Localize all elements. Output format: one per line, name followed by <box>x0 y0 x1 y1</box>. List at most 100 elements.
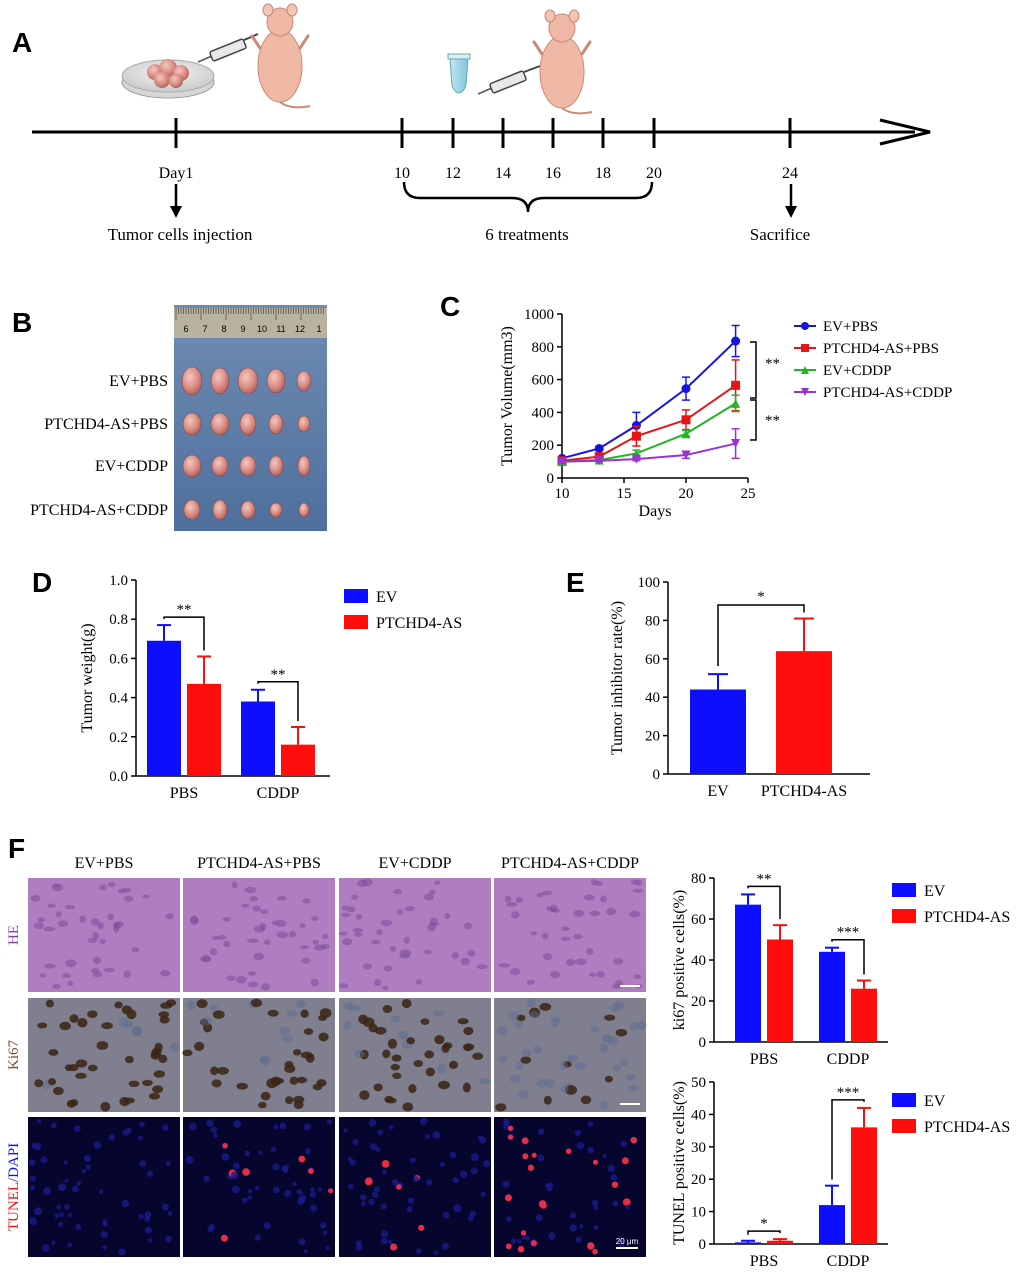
cell-nucleus <box>504 895 512 903</box>
cell-nucleus <box>118 1017 128 1027</box>
legend-label: PTCHD4-AS <box>924 1119 1010 1136</box>
bar <box>819 1205 845 1244</box>
bar <box>851 988 877 1042</box>
timeline-tick-label: 24 <box>782 165 798 182</box>
cell-nucleus <box>121 1199 130 1208</box>
tumor-specimen <box>181 366 203 396</box>
tumor-weight-chart: 0.0 0.2 0.4 0.6 0.8 1.0 Tumor weight(g) PBS ** CD… <box>79 573 462 802</box>
legend-label: EV <box>924 1093 946 1110</box>
y-axis-label: Tumor Volume(mm3) <box>499 326 516 466</box>
cell-nucleus <box>406 1037 415 1045</box>
cell-nucleus <box>569 1212 577 1219</box>
cell-nucleus <box>606 907 617 916</box>
tumor-specimen <box>296 370 312 392</box>
cell-nucleus <box>309 1191 316 1198</box>
bar <box>851 1127 877 1244</box>
cell-nucleus <box>169 1042 180 1052</box>
x-tick-label: 10 <box>555 486 570 502</box>
cell-nucleus <box>200 1016 212 1026</box>
cell-nucleus <box>132 1026 143 1037</box>
cell-nucleus <box>520 1056 532 1064</box>
cell-nucleus <box>30 894 41 902</box>
apoptotic-cell <box>540 1202 547 1209</box>
tumor-specimen <box>210 412 230 436</box>
significance-bracket <box>257 681 299 721</box>
cell-nucleus <box>75 1224 82 1231</box>
cell-nucleus <box>73 1125 81 1133</box>
cell-nucleus <box>613 1000 624 1010</box>
cell-nucleus <box>43 926 56 932</box>
tumor-specimen <box>297 415 311 433</box>
cell-nucleus <box>510 911 520 919</box>
cell-nucleus <box>567 1054 578 1063</box>
cell-nucleus <box>142 1079 153 1087</box>
cell-nucleus <box>381 1237 388 1245</box>
cell-nucleus <box>468 1215 474 1222</box>
cell-nucleus <box>498 1055 508 1063</box>
scale-bar-label: 20 μm <box>616 1237 639 1246</box>
cell-nucleus <box>526 998 536 1008</box>
cell-nucleus <box>392 1179 399 1186</box>
cell-nucleus <box>397 909 404 915</box>
tumor-specimen <box>298 502 310 518</box>
cell-nucleus <box>362 963 373 970</box>
cell-nucleus <box>92 971 103 978</box>
cell-nucleus <box>259 1056 270 1064</box>
bar <box>690 689 746 774</box>
cell-nucleus <box>340 912 351 917</box>
cell-nucleus <box>272 1163 280 1171</box>
significance-marker: ** <box>271 667 286 683</box>
cell-nucleus <box>525 1235 530 1241</box>
cell-nucleus <box>40 1156 48 1164</box>
bar <box>767 1240 793 1244</box>
syringe-icon <box>477 65 541 95</box>
cell-nucleus <box>375 1146 381 1153</box>
cell-nucleus <box>593 1205 598 1211</box>
timeline-tick-label: 18 <box>595 165 611 182</box>
cell-nucleus <box>276 895 287 901</box>
panel-label-d: D <box>32 567 52 598</box>
ruler-number: 1 <box>316 324 321 334</box>
significance-bracket <box>747 1230 781 1235</box>
significance-bracket <box>163 616 205 651</box>
cell-nucleus <box>343 1128 348 1133</box>
apoptotic-cell <box>507 1125 514 1131</box>
apoptotic-cell <box>508 1134 514 1140</box>
significance-marker: ** <box>765 356 780 372</box>
cell-nucleus <box>194 1041 205 1051</box>
cell-nucleus <box>45 999 54 1008</box>
cell-nucleus <box>516 1238 522 1244</box>
y-tick-label: 0.8 <box>109 612 128 628</box>
cell-nucleus <box>310 1204 318 1212</box>
cell-nucleus <box>318 1032 329 1042</box>
cell-nucleus <box>368 1198 375 1206</box>
apoptotic-cell <box>622 1198 631 1207</box>
cell-nucleus <box>391 1054 402 1062</box>
cell-nucleus <box>541 890 553 896</box>
cell-nucleus <box>148 1092 160 1100</box>
cell-nucleus <box>118 1248 126 1256</box>
apoptotic-cell <box>505 1243 512 1250</box>
cell-nucleus <box>83 1154 92 1163</box>
cell-nucleus <box>590 1026 600 1033</box>
cell-nucleus <box>408 1084 417 1094</box>
cell-nucleus <box>160 969 171 977</box>
cell-nucleus <box>529 1011 540 1019</box>
cell-nucleus <box>326 1119 332 1125</box>
cell-nucleus <box>311 916 319 922</box>
cell-nucleus <box>301 957 311 964</box>
cell-nucleus <box>428 921 440 927</box>
cell-nucleus <box>533 1045 543 1054</box>
x-tick-label: PBS <box>170 785 198 802</box>
cell-nucleus <box>244 1150 251 1157</box>
cell-nucleus <box>299 923 306 929</box>
x-tick-label: CDDP <box>257 785 300 802</box>
y-axis-label: Tumor inhibitor rate(%) <box>609 601 626 755</box>
cell-nucleus <box>57 920 69 928</box>
apoptotic-cell <box>592 1248 598 1255</box>
cell-nucleus <box>600 895 607 903</box>
x-tick-label: PTCHD4-AS <box>761 783 847 800</box>
timeline-panel: Day1 10 12 14 16 18 20 24 Tumor cells injection… <box>32 3 931 244</box>
cell-nucleus <box>165 1160 171 1166</box>
